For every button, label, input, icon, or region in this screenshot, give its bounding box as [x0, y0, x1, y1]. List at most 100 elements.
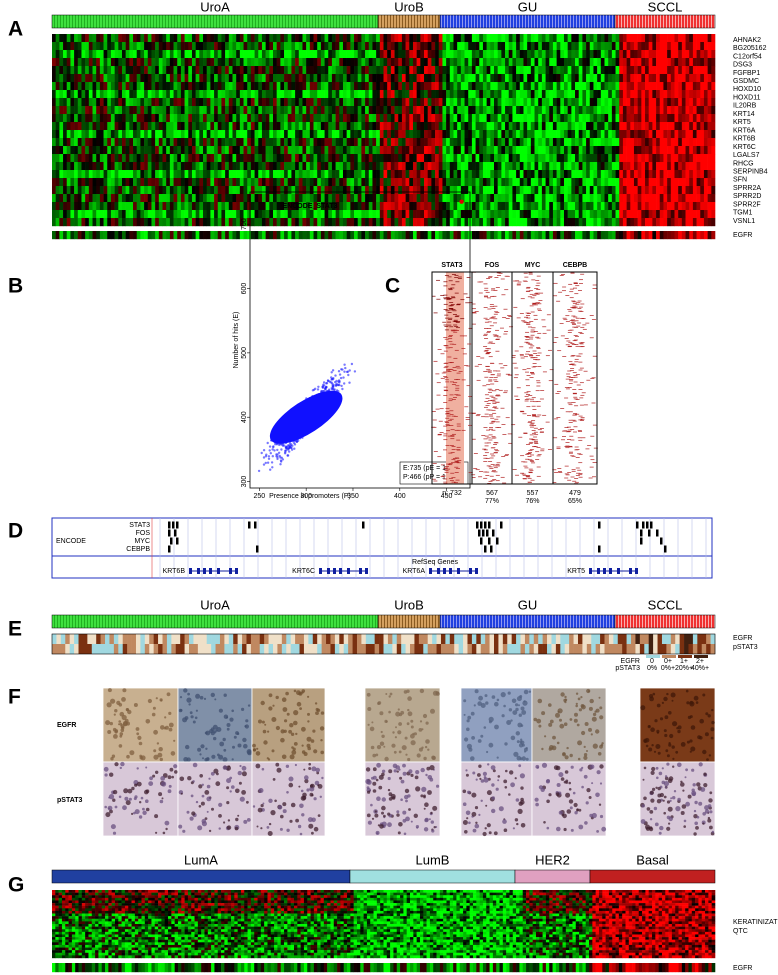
heatmap-cell [461, 122, 465, 130]
heatmap-cell [78, 218, 82, 226]
heatmap-cell [645, 186, 649, 194]
heatmap-cell [619, 170, 623, 178]
heatmap-cell [660, 114, 664, 122]
heatmap-cell [210, 210, 214, 218]
heatmap-cell [129, 162, 133, 170]
heatmap-cell [372, 122, 376, 130]
heatmap-cell [704, 218, 708, 226]
heatmap-cell [372, 34, 376, 42]
heatmap-cell [568, 58, 572, 66]
heatmap-cell [697, 231, 701, 239]
heatmap-cell [177, 146, 181, 154]
heatmap-cell [398, 114, 402, 122]
heatmap-cell [450, 34, 454, 42]
heatmap-cell [295, 146, 299, 154]
heatmap-cell [380, 58, 384, 66]
heatmap-cell [166, 202, 170, 210]
heatmap-cell [299, 231, 303, 239]
heatmap-cell [277, 202, 281, 210]
heatmap-cell [542, 186, 546, 194]
heatmap-cell [557, 34, 561, 42]
heatmap-cell [700, 231, 704, 239]
heatmap-cell [674, 122, 678, 130]
heatmap-cell [188, 170, 192, 178]
heatmap-cell [291, 231, 295, 239]
heatmap-cell [535, 106, 539, 114]
heatmap-cell [623, 42, 627, 50]
heatmap-cell [660, 218, 664, 226]
heatmap-cell [63, 58, 67, 66]
heatmap-cell [258, 122, 262, 130]
heatmap-cell [140, 98, 144, 106]
heatmap-cell [542, 154, 546, 162]
heatmap-cell [384, 50, 388, 58]
heatmap-cell [450, 162, 454, 170]
background-point [344, 367, 346, 369]
heatmap-cell [100, 146, 104, 154]
heatmap-cell [601, 170, 605, 178]
heatmap-cell [616, 122, 620, 130]
heatmap-cell [376, 138, 380, 146]
heatmap-cell [170, 34, 174, 42]
heatmap-cell [652, 90, 656, 98]
heatmap-cell [295, 90, 299, 98]
heatmap-cell [391, 106, 395, 114]
heatmap-cell [446, 90, 450, 98]
heatmap-cell [148, 146, 152, 154]
heatmap-cell [210, 90, 214, 98]
heatmap-cell [424, 82, 428, 90]
heatmap-cell [542, 210, 546, 218]
heatmap-cell [78, 231, 82, 239]
heatmap-cell [314, 146, 318, 154]
heatmap-cell [608, 194, 612, 202]
heatmap-cell [354, 178, 358, 186]
heatmap-cell [674, 154, 678, 162]
heatmap-cell [166, 170, 170, 178]
heatmap-cell [501, 34, 505, 42]
background-point [276, 449, 278, 451]
heatmap-cell [590, 42, 594, 50]
heatmap-cell [689, 146, 693, 154]
heatmap-cell [137, 210, 141, 218]
heatmap-cell [384, 202, 388, 210]
heatmap-cell [623, 170, 627, 178]
heatmap-cell [564, 146, 568, 154]
heatmap-cell [549, 42, 553, 50]
heatmap-cell [325, 34, 329, 42]
heatmap-cell [708, 106, 712, 114]
heatmap-cell [402, 130, 406, 138]
heatmap-cell [667, 178, 671, 186]
heatmap-cell [424, 34, 428, 42]
heatmap-cell [671, 106, 675, 114]
heatmap-cell [428, 194, 432, 202]
heatmap-cell [380, 82, 384, 90]
heatmap-cell [306, 58, 310, 66]
heatmap-cell [649, 34, 653, 42]
heatmap-cell [372, 146, 376, 154]
heatmap-cell [417, 58, 421, 66]
heatmap-cell [89, 146, 93, 154]
heatmap-cell [531, 138, 535, 146]
heatmap-cell [560, 231, 564, 239]
heatmap-cell [402, 114, 406, 122]
heatmap-cell [634, 231, 638, 239]
heatmap-cell [174, 154, 178, 162]
heatmap-cell [435, 50, 439, 58]
heatmap-cell [656, 146, 660, 154]
heatmap-cell [711, 154, 715, 162]
heatmap-cell [266, 162, 270, 170]
heatmap-cell [663, 58, 667, 66]
heatmap-cell [593, 138, 597, 146]
heatmap-cell [52, 130, 56, 138]
heatmap-cell [704, 74, 708, 82]
heatmap-cell [151, 50, 155, 58]
heatmap-cell [372, 90, 376, 98]
heatmap-cell [472, 210, 476, 218]
heatmap-cell [67, 138, 71, 146]
heatmap-cell [656, 58, 660, 66]
heatmap-cell [67, 90, 71, 98]
heatmap-cell [483, 202, 487, 210]
heatmap-cell [151, 210, 155, 218]
heatmap-cell [85, 66, 89, 74]
heatmap-cell [608, 138, 612, 146]
